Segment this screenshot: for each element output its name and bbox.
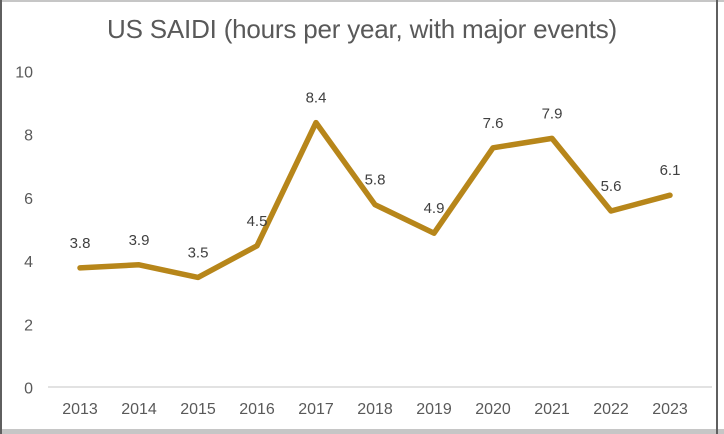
x-tick-label: 2015 xyxy=(180,401,216,418)
x-tick-label: 2018 xyxy=(357,401,393,418)
data-label: 6.1 xyxy=(660,162,681,179)
y-tick-label: 6 xyxy=(24,191,33,208)
data-label: 5.6 xyxy=(601,178,622,195)
data-label: 8.4 xyxy=(306,90,327,107)
x-tick-label: 2019 xyxy=(416,401,452,418)
y-tick-label: 0 xyxy=(24,381,33,398)
saidi-line-series xyxy=(77,119,673,281)
x-tick-label: 2022 xyxy=(593,401,629,418)
frame-edge-left xyxy=(0,0,2,434)
x-tick-label: 2017 xyxy=(298,401,334,418)
data-label: 7.6 xyxy=(483,115,504,132)
x-tick-label: 2023 xyxy=(652,401,688,418)
data-label: 5.8 xyxy=(365,172,386,189)
y-tick-label: 4 xyxy=(24,254,33,271)
frame-edge-bottom xyxy=(0,429,724,434)
x-tick-label: 2021 xyxy=(534,401,570,418)
y-tick-label: 8 xyxy=(24,128,33,145)
x-tick-label: 2016 xyxy=(239,401,275,418)
frame-edge-top xyxy=(0,0,724,2)
data-label: 3.8 xyxy=(70,235,91,252)
y-tick-label: 2 xyxy=(24,317,33,334)
chart-title: US SAIDI (hours per year, with major eve… xyxy=(107,14,617,44)
data-label: 7.9 xyxy=(542,105,563,122)
data-label: 3.5 xyxy=(188,244,209,261)
data-label: 3.9 xyxy=(129,232,150,249)
data-label: 4.9 xyxy=(424,200,445,217)
y-tick-label: 10 xyxy=(15,65,33,82)
x-tick-label: 2020 xyxy=(475,401,511,418)
data-label: 4.5 xyxy=(247,213,268,230)
x-tick-label: 2013 xyxy=(62,401,98,418)
x-tick-label: 2014 xyxy=(121,401,157,418)
frame-edge-right xyxy=(716,0,718,434)
